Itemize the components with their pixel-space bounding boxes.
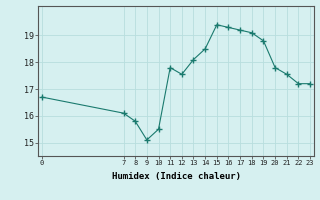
X-axis label: Humidex (Indice chaleur): Humidex (Indice chaleur) bbox=[111, 172, 241, 181]
